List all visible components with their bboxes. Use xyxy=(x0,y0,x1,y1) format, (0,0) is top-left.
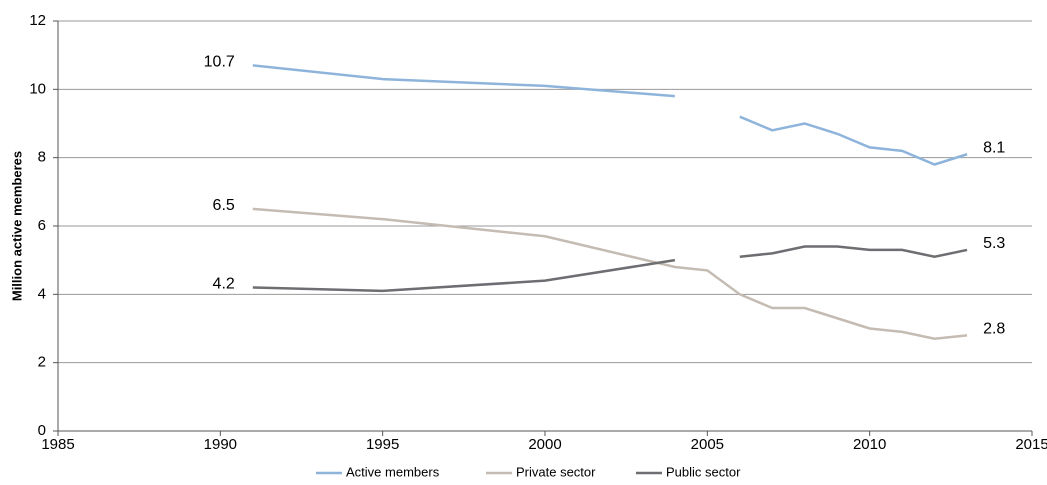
data-label: 10.7 xyxy=(204,54,235,71)
x-tick-label: 2005 xyxy=(691,436,724,453)
y-tick-label: 12 xyxy=(29,12,46,29)
x-tick-label: 1990 xyxy=(204,436,237,453)
y-tick-label: 10 xyxy=(29,80,46,97)
legend-label: Public sector xyxy=(666,464,741,479)
y-axis-title: Million active memberes xyxy=(9,151,24,301)
y-tick-label: 8 xyxy=(38,149,46,166)
legend-label: Private sector xyxy=(516,464,596,479)
data-label: 6.5 xyxy=(213,197,235,214)
y-tick-label: 4 xyxy=(38,285,46,302)
data-label: 5.3 xyxy=(983,235,1005,252)
data-label: 8.1 xyxy=(983,139,1005,156)
series-line xyxy=(252,64,968,166)
series-line xyxy=(252,207,968,341)
x-tick-label: 2010 xyxy=(853,436,886,453)
y-tick-label: 0 xyxy=(38,422,46,439)
x-tick-label: 1985 xyxy=(41,436,74,453)
x-tick-label: 2015 xyxy=(1015,436,1047,453)
data-label: 4.2 xyxy=(213,276,235,293)
data-label: 2.8 xyxy=(983,321,1005,338)
y-tick-label: 2 xyxy=(38,354,46,371)
x-tick-label: 2000 xyxy=(528,436,561,453)
series-line xyxy=(252,245,968,293)
x-tick-label: 1995 xyxy=(366,436,399,453)
y-tick-label: 6 xyxy=(38,217,46,234)
legend-label: Active members xyxy=(346,464,440,479)
